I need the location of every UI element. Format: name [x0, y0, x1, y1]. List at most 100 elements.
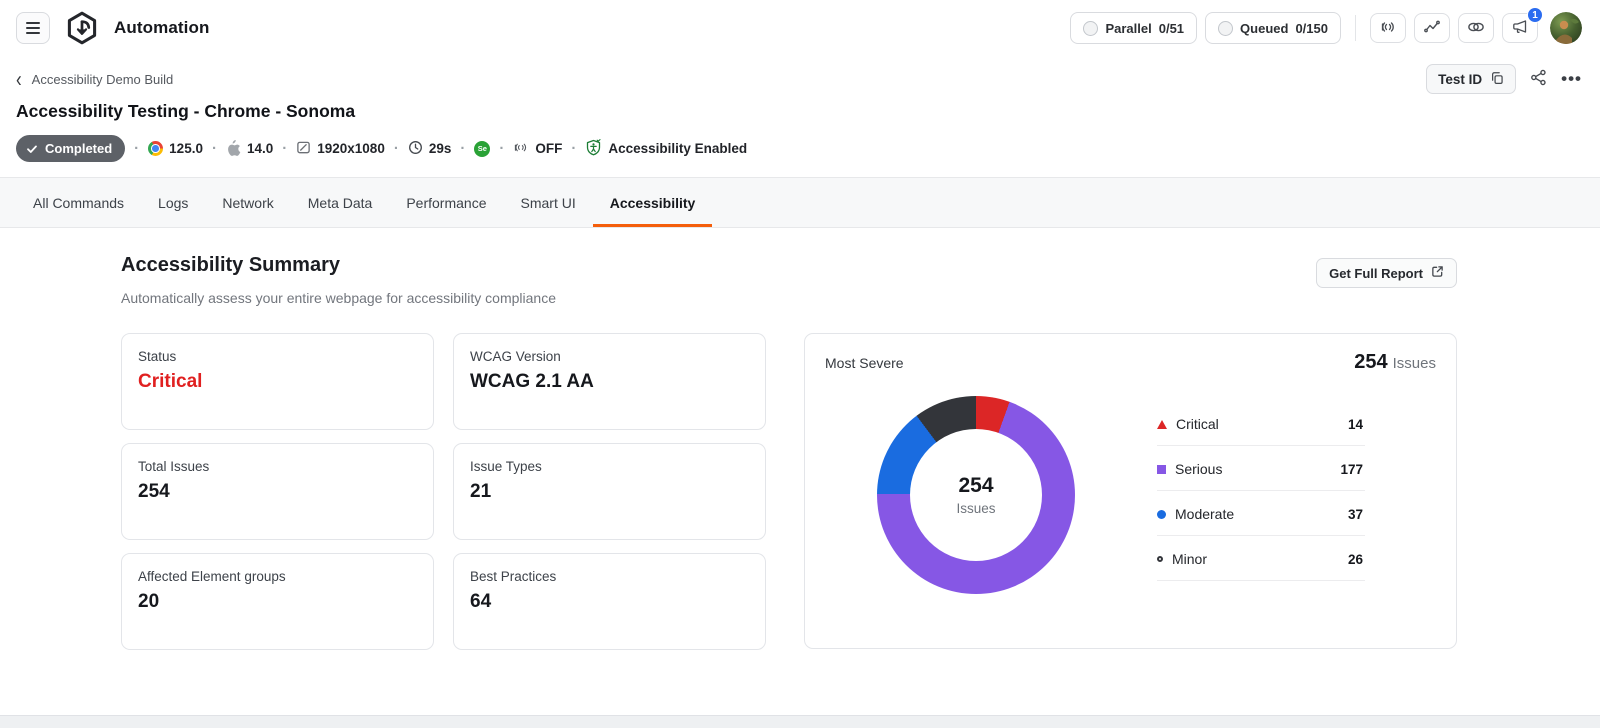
- legend-row-serious: Serious 177: [1157, 446, 1365, 491]
- serious-marker-icon: [1157, 464, 1166, 474]
- card-label: Best Practices: [470, 569, 557, 584]
- legend-row-minor: Minor 26: [1157, 536, 1365, 581]
- card-value: 20: [138, 591, 160, 612]
- card-value: 254: [138, 481, 170, 502]
- share-icon: [1530, 69, 1547, 89]
- summary-card-wcag-version: WCAG Version WCAG 2.1 AA: [453, 333, 766, 430]
- menu-button[interactable]: [16, 12, 50, 44]
- tab-network[interactable]: Network: [205, 178, 290, 227]
- selenium-icon: Se: [474, 140, 491, 157]
- accessibility-main: Accessibility Summary Automatically asse…: [0, 228, 1457, 650]
- summary-card-affected-element-groups: Affected Element groups 20: [121, 553, 434, 650]
- summary-title: Accessibility Summary: [121, 254, 340, 276]
- minor-marker-icon: [1157, 556, 1163, 562]
- megaphone-icon: [1512, 19, 1528, 37]
- network-throttle: OFF: [513, 141, 562, 157]
- lambdatest-logo[interactable]: [64, 10, 100, 46]
- signal-icon-button[interactable]: [1370, 13, 1406, 43]
- check-icon: [27, 145, 37, 153]
- trend-line-icon: [1424, 20, 1440, 36]
- app-root: Automation Parallel 0/51 Queued 0/150: [0, 0, 1600, 650]
- app-title: Automation: [114, 18, 210, 37]
- queued-value: 0/150: [1295, 20, 1328, 36]
- clock-icon: [408, 140, 423, 158]
- ellipsis-icon: •••: [1561, 69, 1582, 88]
- radio-icon: [1083, 20, 1099, 36]
- report-button-label: Get Full Report: [1329, 265, 1423, 281]
- separator-dot: [134, 140, 139, 158]
- summary-subtitle: Automatically assess your entire webpage…: [121, 290, 556, 306]
- radio-icon: [1218, 20, 1234, 36]
- tab-logs[interactable]: Logs: [141, 178, 205, 227]
- separator-dot: [499, 140, 504, 158]
- legend-label: Critical: [1176, 416, 1219, 432]
- announcements-icon-button[interactable]: 1: [1502, 7, 1543, 43]
- most-severe-title: Most Severe: [825, 355, 904, 371]
- breadcrumb-back[interactable]: ‹ Accessibility Demo Build: [16, 66, 173, 92]
- card-label: Issue Types: [470, 459, 542, 474]
- legend-value: 26: [1347, 551, 1363, 567]
- tab-accessibility[interactable]: Accessibility: [592, 178, 713, 227]
- donut-center: 254 Issues: [910, 429, 1042, 561]
- apple-icon: [226, 139, 241, 159]
- queued-label: Queued: [1240, 20, 1289, 36]
- summary-cards-grid: Status Critical WCAG Version WCAG 2.1 AA Tot…: [121, 333, 766, 650]
- legend-value: 37: [1347, 506, 1363, 522]
- browser-version: 125.0: [148, 141, 203, 156]
- chrome-icon: [148, 141, 164, 156]
- test-subheader: ‹ Accessibility Demo Build Test ID: [0, 56, 1600, 178]
- card-label: Total Issues: [138, 459, 210, 474]
- separator-dot: [282, 140, 287, 158]
- analytics-icon-button[interactable]: [1414, 13, 1450, 43]
- signal-icon: [1380, 20, 1397, 37]
- network-signal-icon: [513, 141, 529, 157]
- chevron-left-icon: ‹: [16, 66, 22, 92]
- share-button[interactable]: [1530, 69, 1547, 89]
- legend-row-moderate: Moderate 37: [1157, 491, 1365, 536]
- summary-card-best-practices: Best Practices 64: [453, 553, 766, 650]
- test-id-button[interactable]: Test ID: [1426, 64, 1517, 94]
- top-header: Automation Parallel 0/51 Queued 0/150: [0, 0, 1600, 56]
- os-version: 14.0: [226, 139, 273, 159]
- test-meta-row: Completed 125.0 14.0: [16, 135, 1582, 162]
- test-id-label: Test ID: [1438, 71, 1483, 87]
- severity-donut-chart: 254 Issues: [877, 396, 1075, 594]
- legend-value: 177: [1340, 461, 1363, 477]
- moderate-marker-icon: [1157, 509, 1166, 519]
- critical-marker-icon: [1157, 419, 1167, 429]
- severity-legend: Critical 14 Serious 177 Moderate 37 Minor 26: [1157, 401, 1365, 581]
- tab-performance[interactable]: Performance: [389, 178, 503, 227]
- most-severe-panel: Most Severe 254 Issues 254 Issues Cri: [804, 333, 1457, 649]
- legend-value: 14: [1347, 416, 1363, 432]
- tab-meta-data[interactable]: Meta Data: [291, 178, 390, 227]
- more-options-button[interactable]: •••: [1561, 69, 1582, 89]
- separator-dot: [571, 140, 576, 158]
- card-label: Affected Element groups: [138, 569, 286, 584]
- user-avatar[interactable]: [1550, 12, 1582, 44]
- get-full-report-button[interactable]: Get Full Report: [1316, 258, 1457, 288]
- external-link-icon: [1431, 265, 1444, 281]
- test-tabs: All Commands Logs Network Meta Data Performa…: [0, 178, 1600, 228]
- separator-dot: [212, 140, 217, 158]
- link-icon: [1467, 21, 1485, 36]
- legend-row-critical: Critical 14: [1157, 401, 1365, 446]
- card-label: Status: [138, 349, 177, 364]
- card-value: 64: [470, 591, 492, 612]
- summary-card-total-issues: Total Issues 254: [121, 443, 434, 540]
- parallel-counter[interactable]: Parallel 0/51: [1070, 12, 1198, 44]
- queued-counter[interactable]: Queued 0/150: [1205, 12, 1341, 44]
- copy-icon: [1490, 71, 1504, 88]
- summary-card-status: Status Critical: [121, 333, 434, 430]
- parallel-label: Parallel: [1105, 20, 1152, 36]
- card-value: Critical: [138, 371, 203, 392]
- resolution: 1920x1080: [296, 140, 385, 158]
- accessibility-enabled: Accessibility Enabled: [585, 138, 747, 159]
- link-icon-button[interactable]: [1458, 13, 1494, 43]
- resolution-icon: [296, 140, 311, 158]
- total-issues-count: 254 Issues: [1354, 351, 1436, 373]
- tab-all-commands[interactable]: All Commands: [16, 178, 141, 227]
- accessibility-shield-icon: [585, 138, 602, 159]
- card-value: WCAG 2.1 AA: [470, 371, 594, 392]
- tab-smart-ui[interactable]: Smart UI: [504, 178, 593, 227]
- summary-card-issue-types: Issue Types 21: [453, 443, 766, 540]
